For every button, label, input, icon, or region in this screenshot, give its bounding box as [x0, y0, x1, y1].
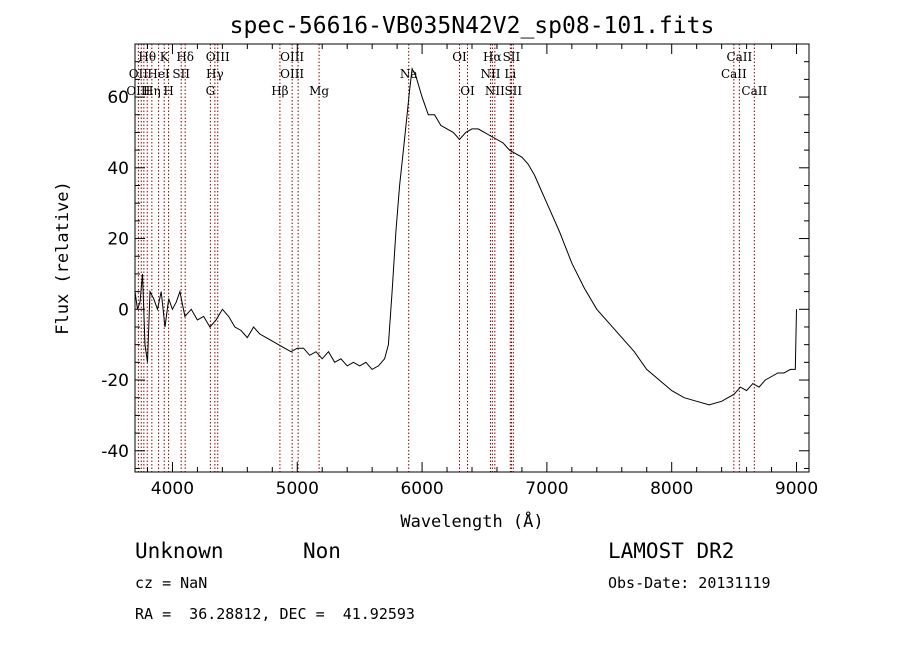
line-label: Li [504, 67, 516, 81]
line-label: Hθ [138, 50, 156, 64]
y-axis-label: Flux (relative) [53, 181, 73, 335]
line-label: Hα [483, 50, 502, 64]
object-subclass: Non [303, 539, 341, 563]
line-label: OI [452, 50, 467, 64]
line-label: NII [480, 67, 500, 81]
line-label: Hγ [206, 67, 224, 81]
line-label: CaII [721, 67, 747, 81]
line-label: Hη [143, 84, 161, 98]
y-tick-label: -40 [101, 442, 129, 462]
x-axis-label: Wavelength (Å) [400, 510, 543, 532]
line-label: SII [504, 84, 522, 98]
x-tick-label: 7000 [525, 479, 568, 499]
line-label: K [160, 50, 170, 64]
line-label: OIII [280, 50, 304, 64]
line-label: H [163, 84, 173, 98]
plot-frame [134, 43, 810, 473]
y-tick-label: -20 [101, 371, 129, 391]
survey-name: LAMOST DR2 [608, 539, 734, 563]
x-tick-label: 4000 [151, 479, 194, 499]
line-label: Mg [309, 84, 329, 98]
y-tick-label: 60 [107, 88, 129, 108]
obs-date: Obs-Date: 20131119 [608, 574, 771, 592]
line-label: OII [129, 67, 149, 81]
y-tick-label: 20 [107, 230, 129, 250]
object-class: Unknown [135, 539, 224, 563]
line-label: NII [485, 84, 505, 98]
y-tick-label: 40 [107, 159, 129, 179]
x-axis-ticks: 4000 5000 6000 7000 8000 9000 [146, 44, 818, 499]
x-tick-label: 9000 [775, 479, 818, 499]
line-label: G [206, 84, 216, 98]
line-label: Hβ [271, 84, 288, 98]
line-label: OIII [206, 50, 230, 64]
spectral-line-markers [137, 44, 755, 472]
line-label: OIII [126, 84, 150, 98]
x-tick-label: 8000 [650, 479, 693, 499]
line-label: HeI [147, 67, 170, 81]
line-label: Hδ [176, 50, 194, 64]
line-label: OIII [280, 67, 304, 81]
x-tick-label: 6000 [400, 479, 443, 499]
line-label: CaII [726, 50, 752, 64]
chart-title: spec-56616-VB035N42V2_sp08-101.fits [230, 13, 715, 39]
line-label: SII [172, 67, 190, 81]
line-label: CaII [741, 84, 767, 98]
coordinates: RA = 36.28812, DEC = 41.92593 [135, 605, 415, 623]
line-label: SII [503, 50, 521, 64]
y-axis-ticks: -40 -20 0 20 40 60 [101, 43, 809, 469]
spectrum-line [134, 67, 797, 406]
redshift-cz: cz = NaN [135, 574, 207, 592]
line-label: OI [460, 84, 475, 98]
y-tick-label: 0 [118, 300, 129, 320]
x-tick-label: 5000 [276, 479, 319, 499]
